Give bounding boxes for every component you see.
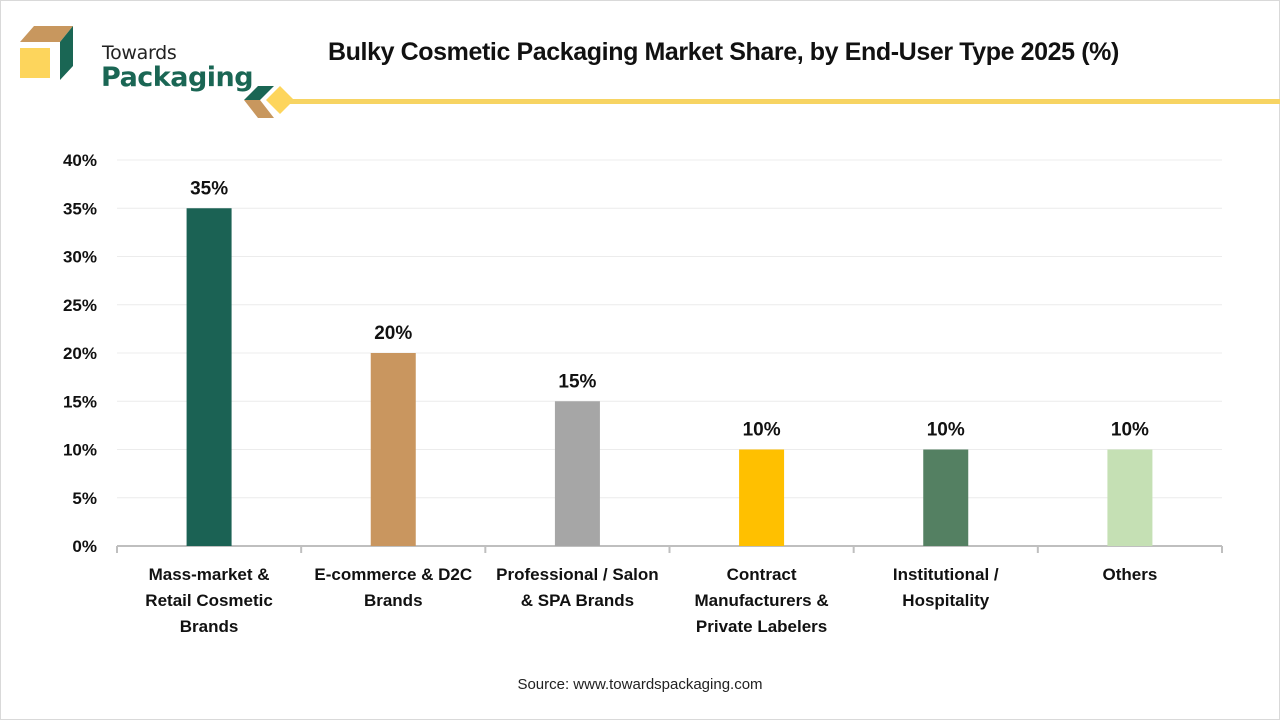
x-category-label: Institutional / bbox=[893, 565, 999, 584]
bar bbox=[739, 449, 785, 546]
towards-packaging-logo: Towards Packaging bbox=[18, 22, 254, 93]
logo-text-towards: Towards bbox=[102, 42, 177, 64]
x-category-label: Mass-market & bbox=[149, 565, 270, 584]
data-label: 15% bbox=[558, 371, 596, 392]
source-note: Source: www.towardspackaging.com bbox=[517, 676, 763, 693]
box-logo-icon bbox=[20, 26, 73, 80]
x-category-label: Contract bbox=[727, 565, 797, 584]
header-rule bbox=[290, 99, 1280, 104]
bar bbox=[554, 401, 600, 546]
y-tick-label: 15% bbox=[63, 392, 97, 411]
data-label: 10% bbox=[927, 420, 965, 441]
x-category-label: & SPA Brands bbox=[521, 591, 634, 610]
y-tick-label: 5% bbox=[72, 489, 97, 508]
logo-text-packaging: Packaging bbox=[101, 62, 254, 93]
y-tick-label: 40% bbox=[63, 151, 97, 170]
x-category-label: Hospitality bbox=[902, 591, 989, 610]
x-category-label: Private Labelers bbox=[696, 617, 827, 636]
x-category-label: Brands bbox=[364, 591, 423, 610]
y-tick-label: 25% bbox=[63, 296, 97, 315]
y-tick-label: 10% bbox=[63, 441, 97, 460]
data-label: 10% bbox=[1111, 420, 1149, 441]
bar bbox=[186, 208, 232, 546]
data-label: 20% bbox=[374, 323, 412, 344]
bar bbox=[1107, 449, 1153, 546]
data-label: 35% bbox=[190, 178, 228, 199]
y-tick-label: 35% bbox=[63, 199, 97, 218]
x-category-label: Manufacturers & bbox=[695, 591, 829, 610]
data-label: 10% bbox=[743, 420, 781, 441]
x-category-label: Retail Cosmetic bbox=[145, 591, 273, 610]
y-tick-label: 30% bbox=[63, 248, 97, 267]
y-tick-label: 0% bbox=[72, 537, 97, 556]
bar bbox=[370, 353, 416, 546]
x-category-label: E-commerce & D2C bbox=[314, 565, 472, 584]
x-category-label: Professional / Salon bbox=[496, 565, 659, 584]
chart-title: Bulky Cosmetic Packaging Market Share, b… bbox=[328, 38, 1119, 66]
bar bbox=[923, 449, 969, 546]
decorative-arrow-icon bbox=[244, 86, 294, 118]
x-category-label: Others bbox=[1103, 565, 1158, 584]
x-category-label: Brands bbox=[180, 617, 239, 636]
y-tick-label: 20% bbox=[63, 344, 97, 363]
